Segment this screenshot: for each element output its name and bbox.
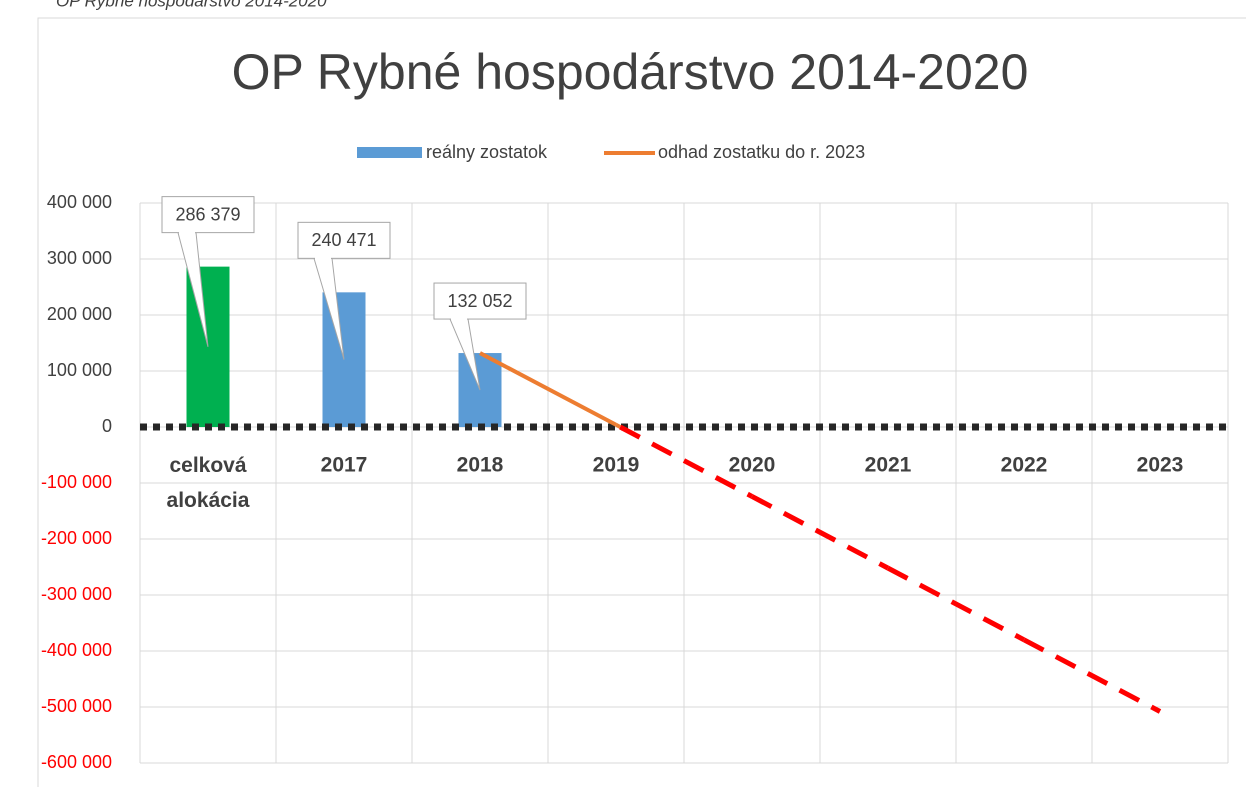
y-tick-label: -600 000 [41, 752, 112, 772]
y-tick-label: -200 000 [41, 528, 112, 548]
y-tick-label: -300 000 [41, 584, 112, 604]
line-segment [750, 494, 890, 571]
line-segment [1022, 637, 1162, 714]
y-tick-label: 0 [102, 416, 112, 436]
line-segment [479, 351, 617, 427]
data-label: 286 379 [175, 204, 240, 224]
x-tick-label: 2022 [1001, 454, 1048, 477]
line-segment [615, 422, 622, 429]
y-tick-label: 300 000 [47, 248, 112, 268]
line-segment [619, 424, 754, 499]
legend-label: reálny zostatok [426, 142, 548, 162]
caption: OP Rybné hospodárstvo 2014-2020 [56, 0, 327, 10]
x-tick-label: 2020 [729, 454, 776, 477]
callout-box [161, 196, 255, 234]
x-tick-label: 2023 [1137, 454, 1184, 477]
line-segment [886, 565, 1026, 643]
callout-box [433, 282, 527, 320]
y-tick-label: -500 000 [41, 696, 112, 716]
legend-label: odhad zostatku do r. 2023 [658, 142, 865, 162]
x-tick-label: 2017 [321, 454, 368, 477]
callout-box [297, 221, 391, 259]
y-tick-label: -100 000 [41, 472, 112, 492]
legend-swatch [357, 147, 422, 158]
y-tick-label: 200 000 [47, 304, 112, 324]
y-tick-label: 400 000 [47, 192, 112, 212]
x-tick-label: 2018 [457, 454, 504, 477]
y-tick-label: 100 000 [47, 360, 112, 380]
chart-title: OP Rybné hospodárstvo 2014-2020 [232, 44, 1029, 100]
x-tick-label: 2019 [593, 454, 640, 477]
chart-frame [37, 17, 1246, 787]
data-label: 132 052 [447, 291, 512, 311]
x-tick-label: celková alokácia [167, 454, 250, 512]
x-tick-label: 2021 [865, 454, 912, 477]
data-label: 240 471 [311, 230, 376, 250]
y-tick-label: -400 000 [41, 640, 112, 660]
